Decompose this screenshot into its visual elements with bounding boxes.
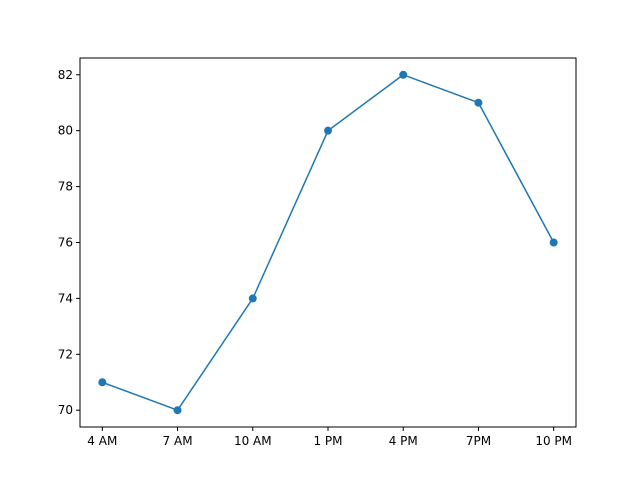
- x-tick-label: 4 AM: [87, 434, 117, 448]
- data-point: [248, 294, 257, 303]
- axes-frame: [79, 57, 577, 428]
- y-tick-label: 72: [58, 347, 73, 361]
- data-point: [549, 238, 558, 247]
- data-point: [98, 378, 107, 387]
- y-tick-label: 74: [58, 291, 73, 305]
- y-tick-label: 78: [58, 180, 73, 194]
- plot-area: [80, 58, 576, 427]
- x-tick-label: 1 PM: [313, 434, 342, 448]
- series-layer: [98, 70, 558, 415]
- y-tick-label: 82: [58, 68, 73, 82]
- x-tick-label: 10 PM: [535, 434, 572, 448]
- x-tick-label: 4 PM: [389, 434, 418, 448]
- y-tick-label: 76: [58, 236, 73, 250]
- y-tick-label: 70: [58, 403, 73, 417]
- data-point: [324, 126, 332, 135]
- data-point: [474, 98, 483, 107]
- x-tick-label: 10 AM: [234, 434, 272, 448]
- data-point: [399, 70, 408, 79]
- y-tick-label: 80: [58, 124, 73, 138]
- x-tick-label: 7PM: [466, 434, 491, 448]
- x-tick-label: 7 AM: [163, 434, 193, 448]
- y-axis: 70 72 74 76 78 80 82: [58, 68, 80, 417]
- x-axis: 4 AM 7 AM 10 AM 1 PM 4 PM 7PM 10 PM: [87, 427, 572, 448]
- data-point: [173, 406, 182, 415]
